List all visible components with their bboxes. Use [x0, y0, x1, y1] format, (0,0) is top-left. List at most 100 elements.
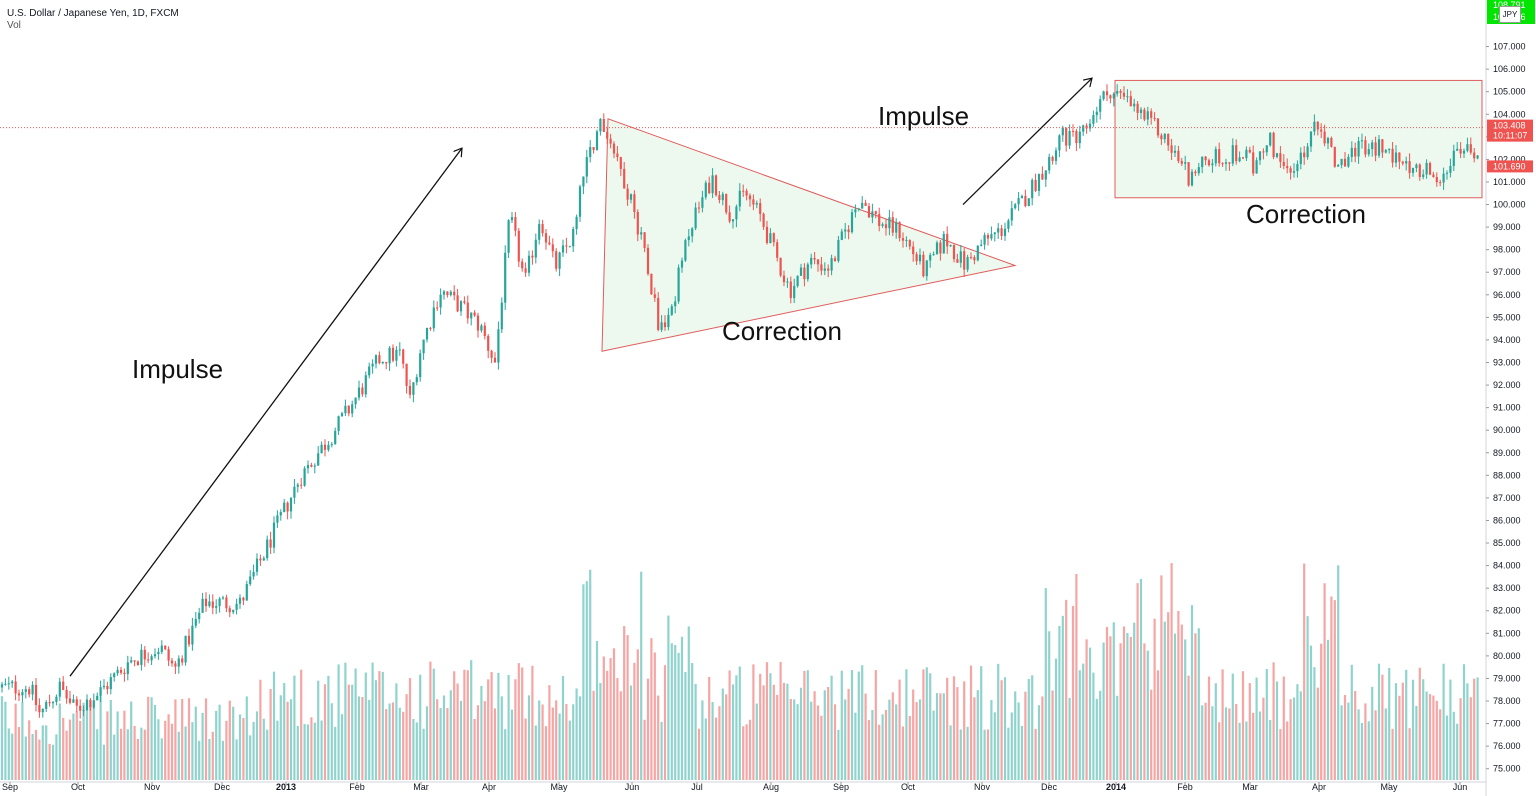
volume-bar — [1418, 667, 1421, 780]
volume-bar — [915, 702, 918, 780]
volume-bar — [1150, 689, 1153, 780]
candle-body — [1265, 145, 1268, 153]
candle-body — [456, 295, 459, 312]
candle-body — [932, 254, 935, 256]
candle-body — [1306, 146, 1309, 158]
candle-body — [82, 710, 85, 712]
candle-body — [786, 281, 789, 283]
x-tick-label: 2013 — [276, 782, 296, 792]
volume-bar — [1286, 721, 1289, 780]
candle-body — [1459, 148, 1462, 154]
candle-body — [1299, 152, 1302, 165]
candle-body — [1248, 149, 1251, 153]
candle-body — [1139, 109, 1143, 113]
candle-body — [1360, 140, 1364, 142]
candle-body — [1442, 173, 1445, 183]
candle-body — [806, 264, 809, 280]
candle-body — [1245, 149, 1248, 159]
candle-body — [99, 687, 102, 696]
candle-body — [385, 361, 388, 364]
currency-badge[interactable]: JPY — [1499, 6, 1521, 23]
x-tick-label: Sep — [833, 782, 849, 792]
volume-bar — [714, 717, 718, 780]
candle-body — [1031, 179, 1034, 199]
volume-bar — [602, 656, 605, 780]
candle-body — [578, 186, 582, 217]
candle-body — [1340, 158, 1343, 165]
candle-body — [164, 645, 167, 650]
volume-bar — [1347, 702, 1350, 780]
volume-bar — [670, 643, 673, 780]
candle-body — [364, 375, 367, 395]
candle-body — [895, 222, 898, 233]
candle-body — [718, 195, 721, 201]
candle-body — [585, 157, 588, 177]
volume-bar — [905, 669, 908, 780]
candle-body — [531, 255, 534, 258]
candle-body — [320, 444, 323, 454]
chart-title: U.S. Dollar / Japanese Yen, 1D, FXCM — [7, 8, 179, 19]
candle-body — [48, 702, 51, 704]
candle-body — [738, 190, 741, 207]
volume-bar — [262, 718, 265, 780]
volume-bar — [725, 694, 728, 780]
candle-body — [1133, 103, 1136, 107]
volume-bar — [211, 731, 214, 780]
time-axis[interactable]: Sep Oct Nov Dec 2013 Feb Mar Apr May Jun Jul Aug Sep… — [2, 782, 1467, 792]
volume-bar — [1248, 683, 1251, 780]
price-axis[interactable]: 75.000 76.000 77.000 78.000 79.000 80.000 81.0… — [1486, 42, 1526, 774]
volume-bar — [1201, 705, 1204, 780]
candle-body — [803, 267, 806, 280]
candle-body — [793, 285, 796, 299]
volume-bar — [7, 728, 10, 780]
candle-body — [1207, 160, 1211, 166]
y-tick-label: 81.000 — [1493, 628, 1521, 638]
y-tick-label: 75.000 — [1493, 764, 1521, 774]
current-price-text: 103.408 — [1493, 121, 1526, 131]
candle-body — [1187, 162, 1190, 186]
candle-body — [748, 195, 752, 200]
y-tick-label: 106.000 — [1493, 64, 1526, 74]
candle-body — [1197, 167, 1200, 174]
candle-body — [1143, 109, 1146, 120]
volume-bar — [483, 701, 486, 780]
candle-body — [449, 291, 452, 296]
candle-body — [191, 625, 194, 645]
candle-body — [344, 405, 347, 414]
candle-body — [245, 584, 248, 601]
candle-body — [425, 327, 429, 340]
candle-body — [823, 268, 826, 271]
volume-bar — [38, 739, 41, 780]
volume-bar — [487, 679, 490, 780]
candle-body — [1092, 115, 1095, 124]
volume-bar — [810, 701, 813, 780]
volume-bar — [252, 721, 255, 780]
candle-body — [1282, 161, 1285, 166]
candle-body — [1313, 121, 1316, 132]
candle-body — [983, 235, 986, 245]
candle-body — [463, 301, 466, 303]
candle-body — [1445, 172, 1449, 174]
volume-bar — [599, 682, 602, 780]
candle-body — [1381, 139, 1384, 153]
volume-bar — [238, 714, 242, 780]
volume-bar — [1391, 728, 1394, 780]
candle-body — [323, 444, 327, 450]
volume-bar — [1041, 696, 1044, 780]
candle-body — [1065, 127, 1068, 146]
volume-bar — [983, 729, 986, 780]
volume-bar — [793, 699, 796, 780]
candle-body — [422, 339, 425, 354]
volume-bar — [446, 708, 449, 780]
volume-bar — [184, 726, 187, 780]
candle-body — [402, 349, 405, 364]
volume-bar — [986, 729, 990, 780]
volume-bar — [242, 717, 245, 780]
volume-bars — [0, 563, 1479, 780]
x-tick-label: Oct — [71, 782, 86, 792]
volume-bar — [1211, 706, 1214, 780]
candle-body — [398, 349, 401, 351]
y-tick-label: 90.000 — [1493, 425, 1521, 435]
candle-body — [1105, 91, 1109, 96]
